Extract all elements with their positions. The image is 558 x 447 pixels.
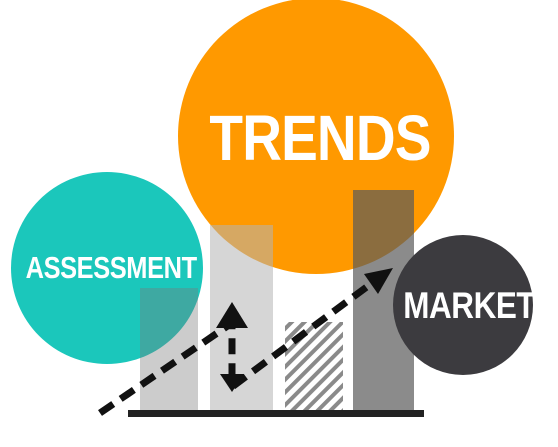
- bar-3-hatched: [285, 322, 343, 410]
- chart-baseline: [128, 410, 424, 417]
- assessment-label: ASSESSMENT: [25, 250, 197, 285]
- trends-label: TRENDS: [209, 102, 431, 174]
- assessment-circle: [11, 172, 203, 364]
- market-label: MARKET: [403, 285, 536, 326]
- market-circle: [393, 235, 533, 375]
- dashed-growth-arrow-icon: [98, 268, 393, 416]
